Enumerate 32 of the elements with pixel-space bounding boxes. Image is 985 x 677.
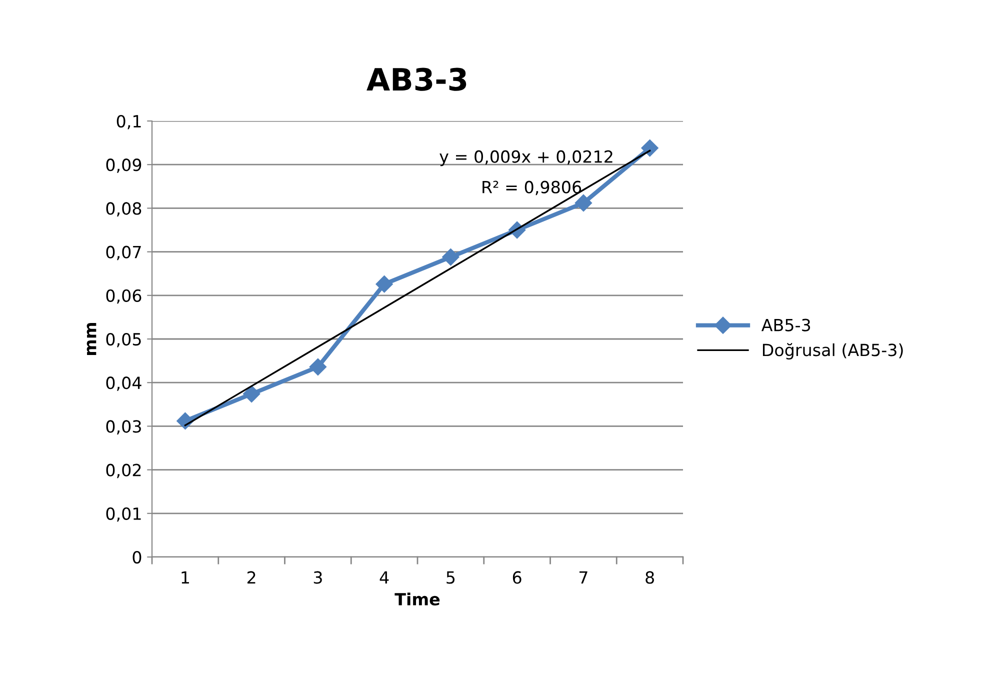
annotation: y = 0,009x + 0,0212 [440,150,612,166]
y-tick-label: 0,05 [106,332,141,348]
y-tick-label: 0,02 [106,464,141,478]
y-tick-label: 0,03 [106,420,141,434]
point [442,248,460,266]
x-tick-label: 5 [446,571,455,584]
point [574,194,592,212]
x-tick-label: 3 [314,571,322,584]
annotation: R² = 0,9806 [482,180,582,196]
y-tick-label: 0 [132,550,142,564]
y-tick-label: 0,08 [106,202,142,216]
legend-label: Doğrusal (AB5-3) [762,342,903,360]
point [376,276,393,293]
point [641,139,658,157]
y-axis-title: mm [86,322,96,355]
x-tick-label: 2 [247,571,256,584]
x-tick-label: 7 [580,571,588,584]
chart-title: AB3-3 [366,68,466,91]
y-tick-label: 0,01 [106,507,141,522]
point [309,358,326,376]
x-tick-label: 1 [182,571,189,584]
x-axis-title: Time [394,592,440,606]
y-tick-label: 0,04 [106,376,142,391]
x-tick-label: 8 [646,571,654,584]
x-tick-label: 6 [512,571,522,584]
y-tick-label: 0,09 [106,158,142,173]
y-tick-label: 0,07 [106,246,141,260]
y-tick-label: 0,06 [106,289,142,304]
legend-label: AB5-3 [761,318,810,332]
point [243,385,260,402]
x-tick-label: 4 [380,571,389,584]
y-tick-label: 0,1 [116,114,141,130]
